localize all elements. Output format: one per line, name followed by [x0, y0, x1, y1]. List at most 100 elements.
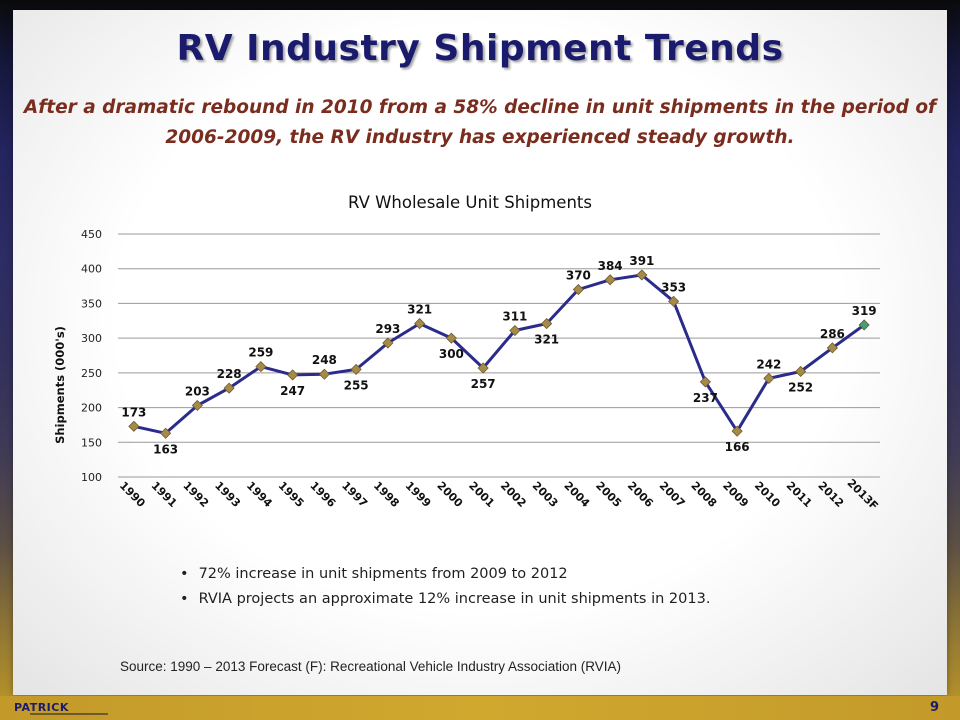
- data-label: 242: [756, 357, 781, 371]
- y-axis-label: Shipments (000's): [53, 326, 67, 444]
- data-label: 370: [566, 269, 591, 283]
- footer-bar: [0, 696, 960, 720]
- data-label: 203: [185, 384, 210, 398]
- data-label: 257: [471, 377, 496, 391]
- x-tick-label: 2011: [784, 479, 815, 510]
- data-label: 319: [852, 304, 877, 318]
- y-tick-label: 400: [81, 263, 102, 276]
- data-label: 300: [439, 347, 464, 361]
- data-label: 391: [629, 254, 654, 268]
- data-marker: [191, 399, 203, 412]
- subtitle-line-1: After a dramatic rebound in 2010 from a …: [23, 97, 937, 118]
- data-marker: [255, 361, 267, 373]
- y-tick-label: 250: [81, 367, 102, 380]
- data-marker: [160, 427, 172, 439]
- x-tick-label: 1996: [307, 479, 338, 510]
- data-marker: [668, 295, 680, 307]
- x-tick-label: 1995: [276, 479, 307, 510]
- data-label: 321: [534, 333, 559, 347]
- y-tick-label: 200: [81, 402, 102, 415]
- y-tick-label: 450: [81, 228, 102, 241]
- data-label: 237: [693, 391, 718, 405]
- data-marker: [318, 368, 330, 380]
- data-label: 228: [217, 367, 242, 381]
- company-logo: PATRICK: [14, 701, 69, 714]
- data-marker: [572, 283, 584, 296]
- x-tick-label: 1991: [149, 479, 180, 510]
- data-label: 259: [248, 346, 273, 360]
- y-tick-label: 300: [81, 332, 102, 345]
- data-label: 247: [280, 384, 305, 398]
- x-tick-label: 1993: [212, 479, 243, 510]
- data-labels: 173 163 203 228 259 247 248 255 293 321 300 257 311 3…: [121, 254, 876, 456]
- source-note: Source: 1990 – 2013 Forecast (F): Recrea…: [120, 659, 622, 674]
- data-marker: [477, 362, 489, 374]
- data-label: 353: [661, 280, 686, 294]
- y-tick-labels: 100 150 200 250 300 350 400 450: [81, 228, 102, 484]
- data-label: 321: [407, 303, 432, 317]
- data-label: 248: [312, 353, 337, 367]
- x-tick-label: 2002: [498, 479, 529, 510]
- data-marker: [509, 324, 521, 337]
- data-label: 255: [344, 378, 369, 392]
- data-label: 163: [153, 442, 178, 456]
- data-marker: [636, 269, 648, 281]
- data-marker: [699, 376, 711, 388]
- x-tick-label: 2001: [466, 479, 497, 510]
- logo-underline: [30, 713, 108, 715]
- x-tick-label: 2008: [688, 479, 719, 510]
- data-markers: [128, 269, 870, 439]
- x-tick-label: 2013F: [845, 476, 881, 512]
- data-marker: [287, 369, 299, 381]
- x-tick-label: 1994: [244, 479, 275, 510]
- shipments-line-chart: RV Wholesale Unit Shipments Shipments (0…: [53, 193, 881, 513]
- data-label: 173: [121, 405, 146, 419]
- data-marker: [128, 420, 140, 432]
- data-marker: [445, 332, 457, 344]
- x-tick-label: 2003: [530, 479, 561, 510]
- data-label: 293: [375, 322, 400, 336]
- bullet-item: • RVIA projects an approximate 12% increa…: [180, 591, 711, 607]
- x-tick-label: 2009: [720, 479, 751, 510]
- page-number: 9: [930, 700, 940, 715]
- x-tick-label: 1992: [180, 479, 211, 510]
- bullet-list: • 72% increase in unit shipments from 200…: [180, 566, 710, 616]
- data-label: 286: [820, 327, 845, 341]
- data-marker: [731, 425, 743, 437]
- x-tick-label: 2004: [561, 479, 592, 510]
- x-tick-labels: 1990 1991 1992 1993 1994 1995 1996 1997 1998 1999…: [117, 476, 881, 512]
- data-marker: [414, 317, 426, 330]
- data-marker: [382, 337, 394, 349]
- x-tick-label: 2010: [752, 479, 783, 510]
- data-label: 384: [598, 259, 623, 273]
- bullet-item: • 72% increase in unit shipments from 200…: [180, 566, 568, 582]
- data-marker: [223, 382, 235, 394]
- data-marker: [795, 365, 807, 378]
- data-label: 311: [502, 310, 527, 324]
- x-tick-label: 2000: [434, 479, 465, 510]
- x-tick-label: 1998: [371, 479, 402, 510]
- slide-panel: [13, 10, 947, 695]
- slide-subtitle: After a dramatic rebound in 2010 from a …: [20, 93, 940, 153]
- y-tick-label: 100: [81, 471, 102, 484]
- chart-title: RV Wholesale Unit Shipments: [348, 193, 592, 212]
- data-label: 166: [725, 440, 750, 454]
- x-tick-label: 1990: [117, 479, 148, 510]
- x-tick-label: 2006: [625, 479, 656, 510]
- data-label: 252: [788, 380, 813, 394]
- data-marker: [858, 319, 870, 331]
- y-tick-label: 150: [81, 436, 102, 449]
- series-line: [133, 273, 865, 435]
- slide-title: RV Industry Shipment Trends: [176, 28, 784, 69]
- x-tick-label: 2007: [657, 479, 688, 510]
- x-tick-label: 2012: [815, 479, 846, 510]
- data-marker: [763, 372, 775, 384]
- data-marker: [604, 274, 616, 286]
- x-tick-label: 1997: [339, 479, 370, 510]
- gridlines: [118, 233, 880, 478]
- x-tick-label: 1999: [403, 479, 434, 510]
- x-tick-label: 2005: [593, 479, 624, 510]
- subtitle-line-2: 2006-2009, the RV industry has experienc…: [165, 127, 795, 148]
- data-marker: [826, 342, 838, 354]
- data-marker: [350, 363, 362, 375]
